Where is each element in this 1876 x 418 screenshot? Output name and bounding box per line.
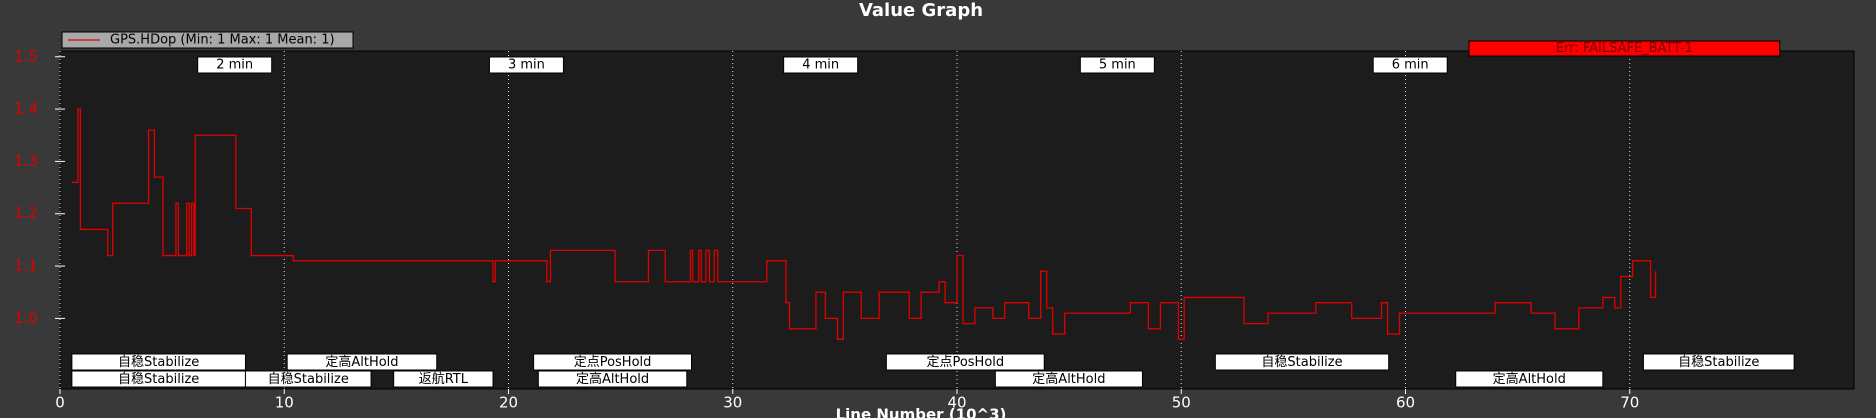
mode-text: 自稳Stabilize xyxy=(1261,354,1342,370)
time-marker-box xyxy=(488,56,564,74)
mode-text: 自稳Stabilize xyxy=(1678,354,1759,370)
mode-text: 定高AltHold xyxy=(1032,371,1105,387)
mode-text: 自稳Stabilize xyxy=(268,371,349,387)
mode-box xyxy=(885,353,1045,371)
x-tick-label: 30 xyxy=(723,394,742,412)
mode-label: 定高AltHold xyxy=(286,353,438,371)
x-tick-label: 20 xyxy=(499,394,518,412)
time-marker-box xyxy=(783,56,859,74)
mode-text: 返航RTL xyxy=(419,371,469,387)
x-tick-label: 0 xyxy=(55,394,65,412)
mode-text: 定高AltHold xyxy=(576,371,649,387)
time-marker-label: 5 min xyxy=(1099,58,1136,73)
legend-box xyxy=(61,31,354,49)
x-axis-label: Line Number (10^3) xyxy=(836,406,1007,418)
mode-label: 自稳Stabilize xyxy=(1642,353,1795,371)
x-tick-label: 70 xyxy=(1620,394,1639,412)
mode-label: 自稳Stabilize xyxy=(1214,353,1390,371)
mode-label: 自稳Stabilize xyxy=(71,353,246,371)
mode-box xyxy=(71,353,246,371)
x-tick-label: 50 xyxy=(1172,394,1191,412)
mode-label: 定高AltHold xyxy=(537,370,688,388)
error-label: Err: FAILSAFE_BATT-1 xyxy=(1556,41,1693,56)
y-tick-label: 1.2 xyxy=(14,204,38,222)
y-tick-label: 1.1 xyxy=(14,257,38,275)
error-box xyxy=(1468,40,1781,57)
mode-text: 定点PosHold xyxy=(926,355,1004,370)
time-marker-label: 6 min xyxy=(1392,58,1429,73)
time-marker-box xyxy=(1372,56,1448,74)
mode-label: 返航RTL xyxy=(393,370,494,388)
y-tick-label: 1.0 xyxy=(14,309,38,327)
y-tick-label: 1.5 xyxy=(14,47,38,65)
mode-text: 自稳Stabilize xyxy=(118,371,199,387)
mode-box xyxy=(1214,353,1390,371)
chart-title: Value Graph xyxy=(859,0,983,21)
mode-box xyxy=(244,370,372,388)
mode-label: 定高AltHold xyxy=(994,370,1143,388)
y-tick-label: 1.3 xyxy=(14,152,38,170)
mode-box xyxy=(1455,370,1604,388)
time-marker-label: 4 min xyxy=(802,58,839,73)
time-marker-box xyxy=(1079,56,1155,74)
mode-text: 定点PosHold xyxy=(574,355,652,370)
mode-box xyxy=(537,370,688,388)
legend-label: GPS.HDop (Min: 1 Max: 1 Mean: 1) xyxy=(110,33,335,48)
mode-box xyxy=(1642,353,1795,371)
mode-text: 定高AltHold xyxy=(325,354,398,370)
time-marker-label: 3 min xyxy=(508,58,545,73)
mode-label: 定高AltHold xyxy=(1455,370,1604,388)
mode-label: 自稳Stabilize xyxy=(71,370,246,388)
x-tick-label: 40 xyxy=(947,394,966,412)
mode-box xyxy=(533,353,692,371)
mode-box xyxy=(393,370,494,388)
time-marker-box xyxy=(197,56,273,74)
x-tick-label: 10 xyxy=(275,394,294,412)
time-marker-label: 2 min xyxy=(216,58,253,73)
y-tick-label: 1.4 xyxy=(14,100,38,118)
mode-box xyxy=(286,353,438,371)
mode-label: 自稳Stabilize xyxy=(244,370,372,388)
mode-text: 自稳Stabilize xyxy=(118,354,199,370)
mode-label: 定点PosHold xyxy=(885,353,1045,371)
data-line xyxy=(71,108,1657,340)
x-tick-label: 60 xyxy=(1396,394,1415,412)
mode-text: 定高AltHold xyxy=(1493,371,1566,387)
mode-box xyxy=(994,370,1143,388)
mode-label: 定点PosHold xyxy=(533,353,692,371)
